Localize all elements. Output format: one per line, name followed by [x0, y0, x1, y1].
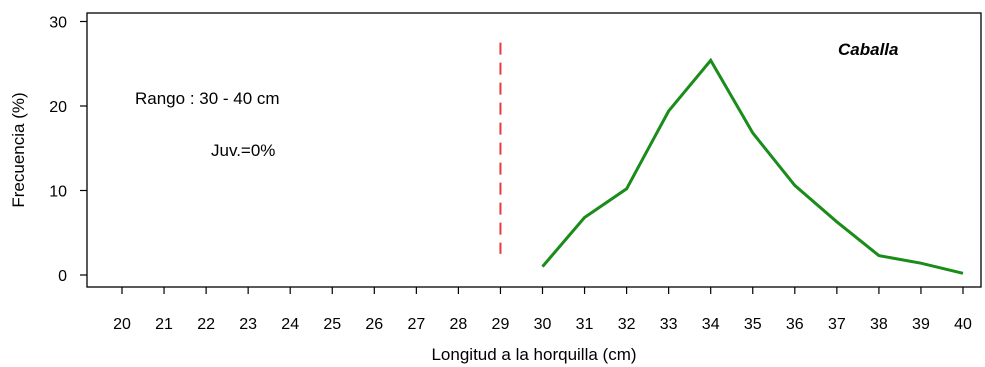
- x-tick-label: 35: [744, 316, 762, 333]
- plot-frame: [86, 12, 982, 288]
- x-axis-title: Longitud a la horquilla (cm): [431, 345, 636, 364]
- y-tick-label: 30: [49, 15, 67, 32]
- x-axis: 20 21 22 23 24 25 26 27 28 29 30 31 32 33 34 35 36 37 38 39…: [113, 287, 972, 333]
- y-axis-title: Frecuencia (%): [9, 92, 28, 207]
- x-tick-label: 22: [197, 316, 215, 333]
- x-tick-label: 40: [954, 316, 972, 333]
- y-tick-label: 10: [49, 184, 67, 201]
- x-tick-label: 30: [534, 316, 552, 333]
- x-tick-label: 21: [155, 316, 173, 333]
- series-line: [541, 57, 964, 275]
- species-label: Caballa: [838, 40, 898, 59]
- x-tick-label: 28: [450, 316, 468, 333]
- x-tick-label: 23: [239, 316, 257, 333]
- x-tick-label: 37: [828, 316, 846, 333]
- x-tick-label: 38: [870, 316, 888, 333]
- x-tick-label: 36: [786, 316, 804, 333]
- x-tick-label: 32: [618, 316, 636, 333]
- x-tick-label: 33: [660, 316, 678, 333]
- x-tick-label: 39: [912, 316, 930, 333]
- x-tick-label: 25: [323, 316, 341, 333]
- x-tick-label: 26: [365, 316, 383, 333]
- x-tick-label: 20: [113, 316, 131, 333]
- x-tick-label: 34: [702, 316, 720, 333]
- x-tick-label: 27: [407, 316, 425, 333]
- y-axis: 0 10 20 30: [49, 15, 87, 285]
- y-tick-label: 20: [49, 99, 67, 116]
- x-tick-label: 29: [492, 316, 510, 333]
- series-layer: [541, 57, 964, 275]
- juvenile-annotation: Juv.=0%: [211, 141, 275, 160]
- y-tick-label: 0: [58, 268, 67, 285]
- range-annotation: Rango : 30 - 40 cm: [135, 89, 280, 108]
- x-tick-label: 31: [576, 316, 594, 333]
- x-tick-label: 24: [281, 316, 299, 333]
